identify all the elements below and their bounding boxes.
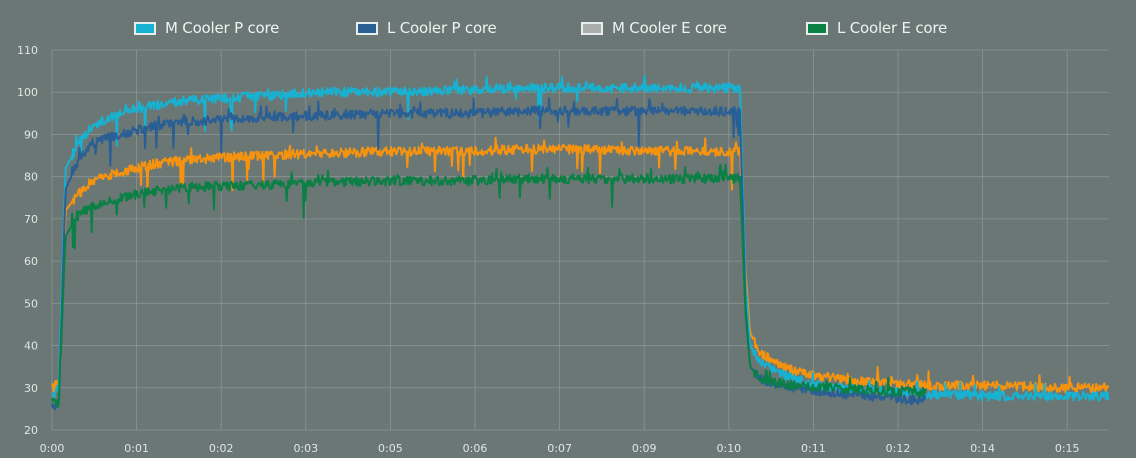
legend-swatch-l-cooler-e-core [806,21,828,35]
legend-swatch-l-cooler-p-core [356,21,378,35]
y-tick-label: 20 [24,424,38,437]
grid-layer [51,49,1109,431]
x-tick-label: 0:09 [632,442,657,455]
x-tick-label: 0:01 [124,442,149,455]
legend-label-m-cooler-e-core: M Cooler E core [612,19,727,37]
legend-swatch-m-cooler-e-core [581,21,603,35]
legend-item-m-cooler-p-core[interactable]: M Cooler P core [134,16,279,40]
x-tick-label: 0:15 [1055,442,1080,455]
x-tick-label: 0:03 [293,442,318,455]
y-tick-label: 100 [17,86,38,99]
series-line-l-cooler-p-core [51,97,927,411]
legend-swatch-m-cooler-p-core [134,21,156,35]
y-tick-label: 60 [24,255,38,268]
y-tick-label: 50 [24,297,38,310]
legend-label-m-cooler-p-core: M Cooler P core [165,19,280,37]
axis-layer: 20 30 40 50 60 70 80 90 100 110 0:00 0:01 0:02 0:03 0:… [17,44,1080,455]
y-tick-label: 110 [17,44,38,57]
y-tick-label: 70 [24,213,38,226]
y-tick-label: 90 [24,128,38,141]
series-line-m-cooler-e-core [51,136,1110,394]
x-tick-label: 0:12 [886,442,911,455]
series-layer [51,74,1110,411]
series-line-l-cooler-e-core [51,163,927,409]
legend-label-l-cooler-p-core: L Cooler P core [387,19,497,37]
y-tick-label: 30 [24,382,38,395]
series-line-m-cooler-p-core [51,74,1110,402]
x-tick-label: 0:05 [378,442,403,455]
legend: M Cooler P core L Cooler P core M Cooler… [0,16,1136,40]
x-tick-label: 0:06 [463,442,488,455]
x-tick-label: 0:02 [209,442,234,455]
y-tick-label: 80 [24,171,38,184]
legend-item-l-cooler-e-core[interactable]: L Cooler E core [806,16,947,40]
legend-item-m-cooler-e-core[interactable]: M Cooler E core [581,16,727,40]
x-tick-label: 0:11 [801,442,826,455]
legend-label-l-cooler-e-core: L Cooler E core [837,19,948,37]
x-tick-label: 0:14 [970,442,995,455]
y-tick-label: 40 [24,340,38,353]
x-tick-label: 0:10 [716,442,741,455]
legend-item-l-cooler-p-core[interactable]: L Cooler P core [356,16,497,40]
x-tick-label: 0:00 [40,442,65,455]
x-tick-label: 0:07 [547,442,572,455]
